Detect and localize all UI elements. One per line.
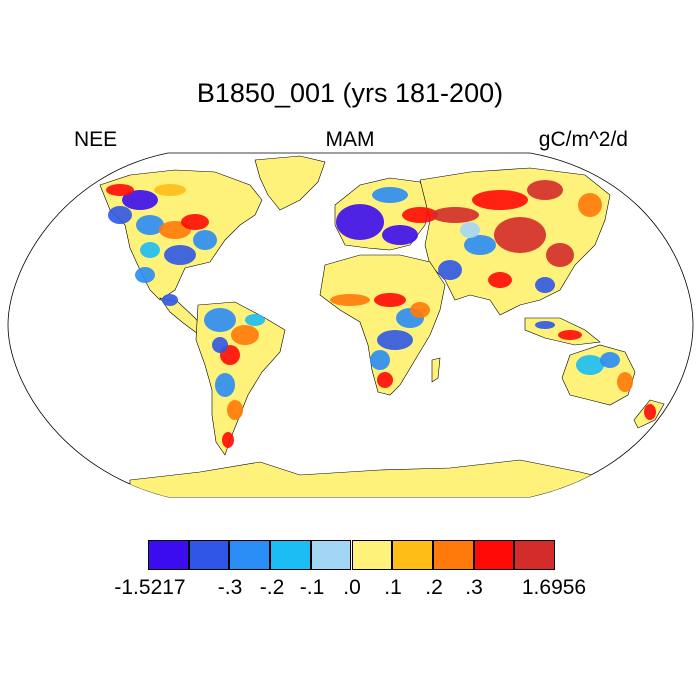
field-region-18	[245, 314, 265, 326]
field-region-15	[215, 373, 235, 397]
field-region-42	[576, 355, 604, 375]
field-region-44	[617, 372, 633, 392]
legend-swatch	[473, 540, 515, 570]
legend-label: .3	[465, 576, 483, 599]
field-region-36	[374, 293, 406, 307]
madagascar	[431, 357, 441, 383]
legend-label: -.2	[259, 576, 285, 599]
legend-label: .0	[343, 576, 361, 599]
field-region-10	[135, 267, 155, 283]
field-region-34	[460, 222, 480, 238]
field-region-27	[578, 193, 602, 217]
field-region-35	[330, 294, 370, 306]
field-region-20	[336, 204, 384, 240]
legend-swatch	[270, 540, 311, 570]
legend-label: 1.6956	[521, 576, 587, 599]
field-region-22	[372, 187, 408, 203]
field-region-13	[231, 325, 259, 345]
legend-label: .1	[384, 576, 402, 599]
legend-swatch	[188, 540, 230, 570]
field-region-23	[402, 207, 438, 223]
field-region-2	[136, 215, 164, 235]
greenland	[254, 155, 326, 211]
field-region-9	[154, 184, 186, 196]
field-region-24	[431, 207, 479, 223]
map-title: B1850_001 (yrs 181-200)	[196, 78, 504, 108]
legend-label: .2	[425, 576, 443, 599]
field-region-31	[438, 260, 462, 280]
field-region-47	[535, 321, 555, 329]
field-region-7	[140, 242, 160, 258]
field-region-4	[181, 214, 209, 230]
africa	[319, 254, 446, 396]
legend-swatch	[148, 540, 189, 570]
field-region-8	[106, 184, 134, 196]
field-region-6	[164, 245, 196, 265]
legend-label: -1.5217	[114, 576, 186, 599]
field-region-12	[204, 308, 236, 332]
field-region-30	[464, 235, 496, 255]
field-region-46	[558, 330, 582, 340]
field-region-5	[193, 230, 217, 250]
field-region-28	[494, 217, 546, 253]
field-region-1	[108, 206, 132, 224]
field-region-41	[410, 302, 430, 318]
season-label: MAM	[325, 128, 375, 151]
legend-swatch	[229, 540, 271, 570]
units-label: gC/m^2/d	[538, 128, 628, 151]
legend-swatch	[310, 540, 352, 570]
field-region-43	[600, 352, 620, 368]
legend-swatch	[392, 540, 433, 570]
field-region-45	[644, 404, 656, 420]
field-region-32	[488, 272, 512, 288]
variable-label: NEE	[74, 128, 118, 151]
field-region-38	[377, 330, 413, 350]
legend-label: -.1	[299, 576, 325, 599]
field-region-26	[527, 180, 563, 200]
legend-swatch	[351, 540, 393, 570]
field-region-19	[212, 337, 228, 353]
legend-swatch	[432, 540, 474, 570]
field-region-21	[382, 225, 418, 245]
field-region-29	[546, 243, 574, 267]
legend-swatch	[514, 540, 555, 570]
field-region-25	[472, 190, 528, 210]
legend-label: -.3	[217, 576, 243, 599]
field-region-11	[162, 294, 178, 306]
antarctica	[129, 459, 621, 497]
field-region-39	[370, 350, 390, 370]
field-region-33	[535, 277, 555, 293]
field-region-40	[377, 372, 393, 388]
field-region-16	[227, 400, 243, 420]
field-region-0	[122, 190, 158, 210]
field-region-17	[222, 432, 234, 448]
